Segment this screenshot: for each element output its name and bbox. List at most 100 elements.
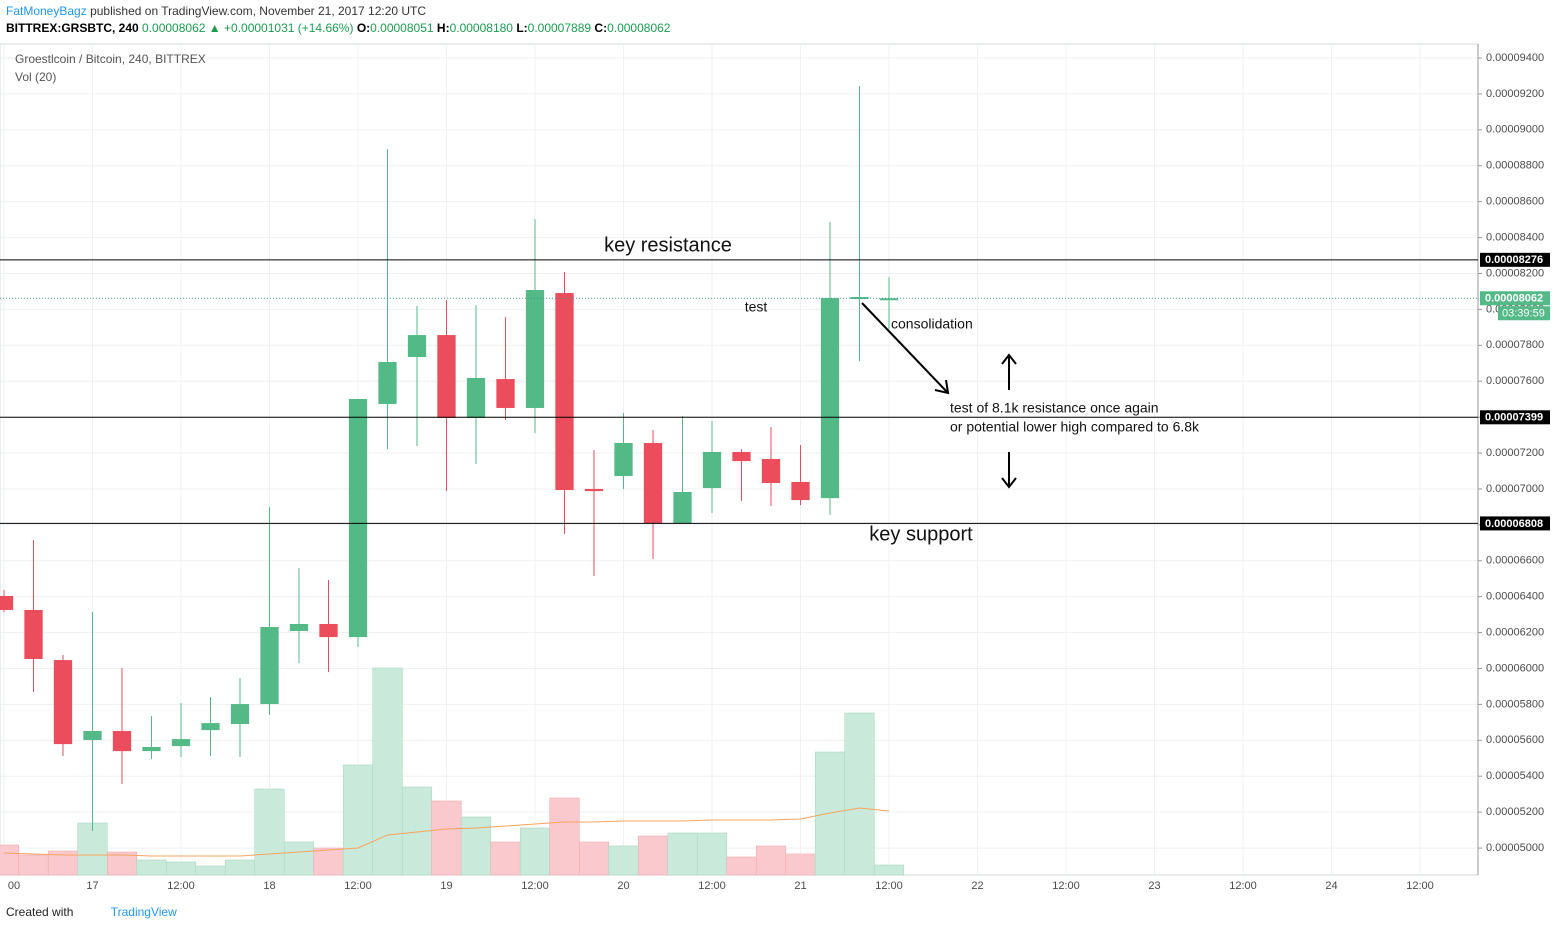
chart: 0.00005000 0.00005200 0.00005400 0.00005600…	[0, 43, 1550, 892]
annotation: test	[745, 299, 768, 315]
level-tag	[1480, 516, 1550, 531]
y-tick-label: 0.00005200	[1486, 806, 1544, 818]
level-tag	[1480, 252, 1550, 267]
published: published on TradingView.com, November 2…	[90, 4, 427, 18]
volume-name: Vol (20)	[15, 70, 56, 84]
candle-body	[673, 492, 692, 524]
candle-body	[230, 704, 250, 724]
y-tick-label: 0.00005400	[1486, 770, 1544, 782]
volume-bar	[578, 841, 610, 876]
x-tick-label: 23	[1148, 880, 1160, 892]
y-tick-label: 0.00007800	[1486, 339, 1544, 351]
candle-body	[83, 730, 102, 740]
volume-bar	[283, 841, 315, 876]
candle-body	[555, 293, 574, 491]
y-tick-label: 0.00006400	[1486, 591, 1544, 603]
y-tick-label: 0.00009200	[1486, 88, 1544, 100]
x-tick-label: 12:00	[1052, 880, 1080, 892]
volume-bar	[873, 864, 905, 876]
author[interactable]: FatMoneyBagz	[6, 4, 87, 18]
countdown: 03:39:59	[1502, 308, 1545, 320]
l-label: L:	[516, 21, 528, 35]
volume-bar	[696, 832, 728, 876]
y-tick-label: 0.00005000	[1486, 842, 1544, 854]
volume-bar	[372, 667, 403, 876]
level-label: 0.00007399	[1485, 412, 1543, 424]
h: 0.00008180	[449, 21, 513, 35]
x-tick-label: 12:00	[1229, 880, 1257, 892]
volume-bar	[224, 859, 256, 876]
volume-bar	[195, 865, 226, 876]
candle-body	[437, 335, 456, 419]
candle-body	[24, 609, 43, 659]
l: 0.00007889	[527, 21, 592, 35]
arrow: ▲	[208, 21, 221, 35]
x-tick-label: 22	[971, 880, 983, 892]
candle-body	[0, 595, 14, 610]
candle-body	[348, 398, 368, 638]
y-tick-label: 0.00005600	[1486, 734, 1544, 746]
candle-body	[142, 746, 161, 752]
candle-body	[201, 723, 220, 731]
volume-bar	[549, 797, 580, 876]
arrow-head	[1001, 477, 1017, 489]
o: 0.00008051	[370, 21, 434, 35]
volume-bar	[490, 841, 521, 876]
footer: Created with TradingView	[6, 905, 177, 919]
arrow	[861, 302, 949, 394]
candle-body	[643, 442, 663, 524]
volume-bar	[77, 822, 108, 876]
countdown-tag	[1498, 306, 1550, 321]
x-tick-label: 20	[617, 880, 629, 892]
y-tick-label: 0.00006000	[1486, 662, 1544, 674]
x-tick-label: 18	[263, 880, 275, 892]
volume-bar	[136, 859, 167, 876]
volume-bar	[18, 854, 49, 876]
header: FatMoneyBagz published on TradingView.co…	[6, 4, 426, 18]
volume-bar	[0, 844, 20, 876]
y-tick-label: 0.00006600	[1486, 555, 1544, 567]
x-tick-label: 00	[8, 880, 20, 892]
candle-body	[496, 379, 515, 408]
candle-body	[112, 730, 132, 752]
x-tick-label: 12:00	[698, 880, 726, 892]
brand[interactable]: TradingView	[110, 905, 177, 919]
candle-body	[171, 739, 191, 747]
volume-bar	[844, 712, 875, 876]
candle-body	[407, 335, 427, 357]
y-tick-label: 0.00008600	[1486, 196, 1544, 208]
candle-body	[466, 377, 486, 419]
volume-bar	[637, 835, 669, 876]
volume-bar	[431, 800, 462, 876]
candle-body	[319, 623, 338, 638]
candle-body	[791, 481, 810, 501]
y-tick-label: 0.00008200	[1486, 267, 1544, 279]
annotation: key support	[869, 523, 973, 545]
arrow-head	[1001, 353, 1017, 365]
volume-bar	[254, 788, 285, 876]
level-label: 0.00008276	[1485, 254, 1543, 266]
volume-bar	[726, 856, 757, 876]
y-tick-label: 0.00006200	[1486, 627, 1544, 639]
volume-bar	[313, 847, 344, 876]
x-tick-label: 24	[1325, 880, 1337, 892]
y-tick-label: 0.00009000	[1486, 124, 1544, 136]
x-tick-label: 12:00	[1406, 880, 1434, 892]
symbol: BITTREX:GRSBTC, 240	[6, 21, 139, 35]
candle-body	[584, 488, 604, 492]
y-tick-label: 0.00005800	[1486, 698, 1544, 710]
x-tick-label: 19	[440, 880, 452, 892]
candle-body	[879, 298, 899, 301]
y-tick-label: 0.00008400	[1486, 231, 1544, 243]
volume-ma	[3, 807, 890, 857]
c: 0.00008062	[607, 21, 671, 35]
candle-body	[525, 289, 545, 408]
y-tick-label: 0.00007000	[1486, 483, 1544, 495]
created: Created with	[6, 905, 74, 919]
candle-body	[53, 660, 73, 745]
volume-bar	[755, 845, 787, 876]
h-label: H:	[436, 21, 450, 35]
volume-bar	[608, 845, 639, 876]
volume-bar	[519, 827, 551, 876]
